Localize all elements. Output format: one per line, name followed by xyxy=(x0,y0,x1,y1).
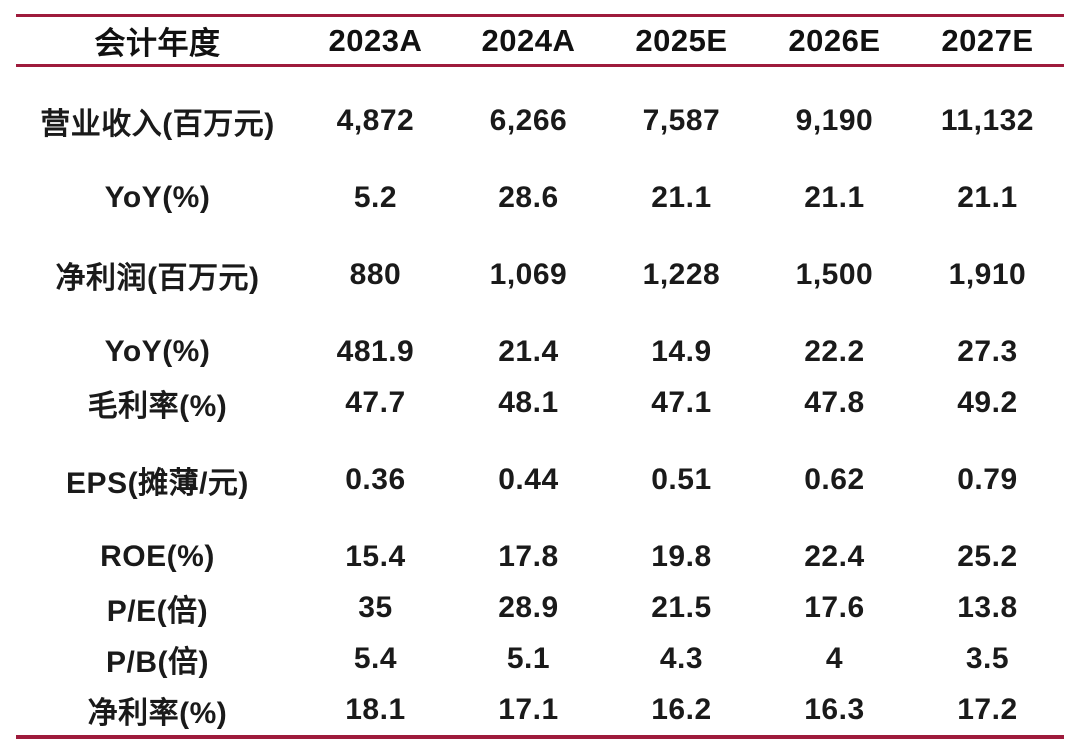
cell-value: 47.8 xyxy=(804,385,865,419)
financial-forecast-table: 会计年度 2023A 2024A 2025E 2026E 2027E 营业收入(… xyxy=(16,14,1064,739)
cell-value: 21.1 xyxy=(651,180,712,214)
column-header-2023a: 2023A xyxy=(328,22,423,58)
cell-value: 4.3 xyxy=(659,641,704,675)
cell-value: 880 xyxy=(349,257,402,291)
cell-value: 27.3 xyxy=(957,334,1018,368)
bottom-rule xyxy=(16,735,1064,739)
cell-value: 4 xyxy=(825,641,844,675)
cell-value: 28.6 xyxy=(498,180,559,214)
cell-value: 22.2 xyxy=(804,334,865,368)
cell-value: 22.4 xyxy=(804,539,865,573)
cell-value: 25.2 xyxy=(957,539,1018,573)
cell-value: 17.8 xyxy=(498,539,559,573)
row-label: YoY(%) xyxy=(104,334,211,368)
row-label: 净利润(百万元) xyxy=(55,261,260,295)
cell-value: 47.7 xyxy=(345,385,406,419)
table-row: P/B(倍) 5.4 5.1 4.3 4 3.5 xyxy=(16,633,1064,684)
row-label: ROE(%) xyxy=(100,539,215,573)
cell-value: 16.2 xyxy=(651,692,712,726)
table-row: ROE(%) 15.4 17.8 19.8 22.4 25.2 xyxy=(16,531,1064,582)
cell-value: 21.1 xyxy=(804,180,865,214)
table-body: 营业收入(百万元) 4,872 6,266 7,587 9,190 11,132 YoY(%… xyxy=(16,95,1064,735)
cell-value: 1,069 xyxy=(489,257,568,291)
table-header-row: 会计年度 2023A 2024A 2025E 2026E 2027E xyxy=(16,17,1064,64)
cell-value: 5.1 xyxy=(506,641,551,675)
cell-value: 3.5 xyxy=(965,641,1010,675)
table-row: YoY(%) 5.2 28.6 21.1 21.1 21.1 xyxy=(16,172,1064,223)
cell-value: 7,587 xyxy=(642,103,721,137)
row-label: P/B(倍) xyxy=(105,645,209,679)
column-header-2024a: 2024A xyxy=(481,22,576,58)
cell-value: 11,132 xyxy=(940,103,1034,137)
cell-value: 0.79 xyxy=(957,462,1018,496)
cell-value: 14.9 xyxy=(651,334,712,368)
row-label: 营业收入(百万元) xyxy=(40,107,275,141)
cell-value: 1,910 xyxy=(948,257,1027,291)
cell-value: 1,500 xyxy=(795,257,874,291)
table-row: YoY(%) 481.9 21.4 14.9 22.2 27.3 xyxy=(16,326,1064,377)
cell-value: 19.8 xyxy=(651,539,712,573)
cell-value: 5.2 xyxy=(353,180,398,214)
cell-value: 17.2 xyxy=(957,692,1018,726)
table-row: P/E(倍) 35 28.9 21.5 17.6 13.8 xyxy=(16,582,1064,633)
row-label: 净利率(%) xyxy=(87,696,228,730)
cell-value: 9,190 xyxy=(795,103,874,137)
cell-value: 18.1 xyxy=(345,692,406,726)
cell-value: 28.9 xyxy=(498,590,559,624)
cell-value: 16.3 xyxy=(804,692,865,726)
table-row: 营业收入(百万元) 4,872 6,266 7,587 9,190 11,132 xyxy=(16,95,1064,146)
cell-value: 48.1 xyxy=(498,385,559,419)
row-label: 毛利率(%) xyxy=(87,389,228,423)
cell-value: 0.36 xyxy=(345,462,406,496)
cell-value: 17.1 xyxy=(498,692,559,726)
cell-value: 13.8 xyxy=(957,590,1018,624)
cell-value: 5.4 xyxy=(353,641,398,675)
cell-value: 21.5 xyxy=(651,590,712,624)
table-row: 净利率(%) 18.1 17.1 16.2 16.3 17.2 xyxy=(16,684,1064,735)
cell-value: 0.51 xyxy=(651,462,712,496)
row-label: YoY(%) xyxy=(104,180,211,214)
cell-value: 47.1 xyxy=(651,385,712,419)
cell-value: 21.4 xyxy=(498,334,559,368)
cell-value: 21.1 xyxy=(957,180,1018,214)
cell-value: 15.4 xyxy=(345,539,406,573)
table-row: 毛利率(%) 47.7 48.1 47.1 47.8 49.2 xyxy=(16,377,1064,428)
cell-value: 6,266 xyxy=(489,103,568,137)
column-header-2025e: 2025E xyxy=(635,22,728,58)
column-header-fiscal-year: 会计年度 xyxy=(94,26,221,61)
table-row: EPS(摊薄/元) 0.36 0.44 0.51 0.62 0.79 xyxy=(16,454,1064,505)
cell-value: 35 xyxy=(358,590,393,624)
table-row: 净利润(百万元) 880 1,069 1,228 1,500 1,910 xyxy=(16,249,1064,300)
cell-value: 49.2 xyxy=(957,385,1018,419)
cell-value: 0.44 xyxy=(498,462,559,496)
column-header-2027e: 2027E xyxy=(941,22,1034,58)
cell-value: 17.6 xyxy=(804,590,865,624)
cell-value: 481.9 xyxy=(336,334,415,368)
cell-value: 4,872 xyxy=(336,103,415,137)
row-label: P/E(倍) xyxy=(106,594,209,628)
cell-value: 0.62 xyxy=(804,462,865,496)
cell-value: 1,228 xyxy=(642,257,721,291)
header-divider-rule xyxy=(16,64,1064,67)
row-label: EPS(摊薄/元) xyxy=(66,466,249,500)
column-header-2026e: 2026E xyxy=(788,22,881,58)
top-rule xyxy=(16,14,1064,17)
